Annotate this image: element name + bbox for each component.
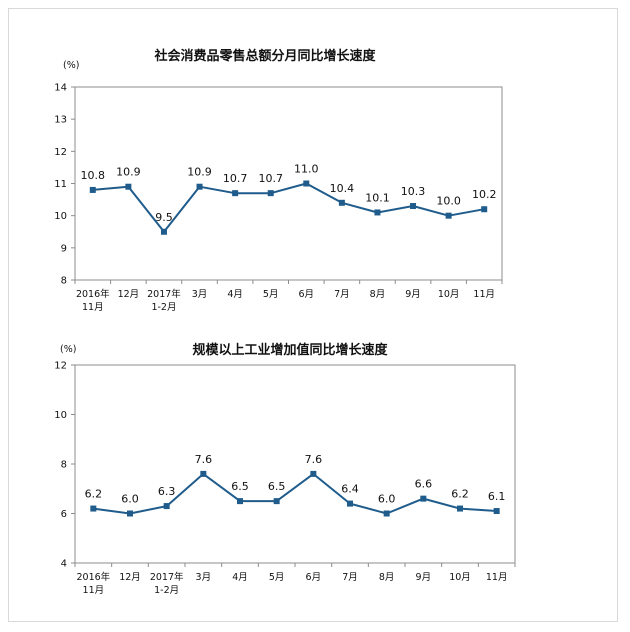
chart-title: 社会消费品零售总额分月同比增长速度 <box>153 48 376 64</box>
data-point <box>125 183 132 190</box>
data-point <box>90 505 97 512</box>
x-tick-label: 7月 <box>342 572 358 583</box>
data-label: 10.8 <box>81 169 106 182</box>
data-point <box>481 206 488 213</box>
data-point <box>237 498 243 505</box>
data-label: 6.1 <box>488 490 506 503</box>
data-label: 10.9 <box>116 166 141 179</box>
y-tick-label: 11 <box>54 179 67 190</box>
data-label: 10.7 <box>223 172 248 185</box>
data-label: 6.0 <box>378 493 396 506</box>
y-tick-label: 6 <box>61 509 67 520</box>
data-point <box>420 495 427 502</box>
data-label: 9.5 <box>155 211 173 224</box>
y-unit-label: (%) <box>60 344 76 355</box>
y-tick-label: 8 <box>61 460 67 471</box>
data-label: 7.6 <box>195 453 213 466</box>
data-point <box>310 470 317 477</box>
x-tick-label: 8月 <box>370 289 386 300</box>
data-point <box>374 209 381 216</box>
data-label: 6.4 <box>341 483 359 496</box>
x-tick-label: 6月 <box>299 289 315 300</box>
y-tick-label: 12 <box>54 361 67 372</box>
data-label: 6.5 <box>268 480 286 493</box>
x-tick-label: 3月 <box>192 289 208 300</box>
series-line <box>93 472 497 515</box>
data-point <box>267 190 274 197</box>
data-point <box>383 510 390 517</box>
x-tick-label: 7月 <box>334 289 350 300</box>
data-label: 10.0 <box>436 195 461 208</box>
data-point <box>457 505 463 512</box>
y-tick-label: 10 <box>54 211 67 222</box>
plot-area-border <box>74 86 503 281</box>
x-tick-label: 2017年 1-2月 <box>147 288 181 313</box>
x-tick-label: 10月 <box>438 289 460 300</box>
industrial-output-chart: 规模以上工业增加值同比增长速度 (%) 4 6 8 10 12 2016年 11月 12月 20… <box>54 342 516 596</box>
y-tick-label: 4 <box>61 559 67 570</box>
y-tick-label: 14 <box>54 83 67 94</box>
y-tick-label: 13 <box>54 115 67 126</box>
x-tick-label: 2016年 11月 <box>76 288 110 313</box>
x-tick-label: 4月 <box>232 572 248 583</box>
y-tick-label: 12 <box>54 147 67 158</box>
x-tick-label: 12月 <box>119 572 141 583</box>
x-tick-label: 2017年 1-2月 <box>150 571 184 596</box>
data-label: 6.0 <box>121 493 139 506</box>
x-tick-label: 12月 <box>118 289 140 300</box>
x-tick-label: 8月 <box>379 572 395 583</box>
data-point <box>445 212 452 219</box>
y-unit-label: (%) <box>63 60 79 71</box>
data-label: 10.4 <box>330 182 355 195</box>
x-tick-label: 11月 <box>486 572 508 583</box>
retail-sales-chart: 社会消费品零售总额分月同比增长速度 (%) 8 9 10 11 12 13 14 2016年 1… <box>54 48 503 313</box>
data-point <box>347 500 353 507</box>
y-tick-label: 8 <box>61 276 67 287</box>
data-point <box>89 186 96 193</box>
y-tick-label: 10 <box>54 410 67 421</box>
plot-area-border <box>74 364 516 564</box>
data-point <box>493 508 500 515</box>
data-point <box>160 228 167 235</box>
data-point <box>273 498 280 505</box>
data-label: 10.3 <box>401 185 426 198</box>
data-label: 10.1 <box>365 191 390 204</box>
x-tick-label: 10月 <box>449 572 471 583</box>
data-point <box>196 183 203 190</box>
data-point <box>410 203 417 210</box>
x-tick-label: 6月 <box>306 572 322 583</box>
data-label: 6.2 <box>451 488 469 501</box>
data-point <box>200 470 207 477</box>
chart-title: 规模以上工业增加值同比增长速度 <box>192 342 388 358</box>
x-tick-label: 9月 <box>405 289 421 300</box>
data-point <box>127 510 133 517</box>
data-label: 10.2 <box>472 188 497 201</box>
x-tick-label: 2016年 11月 <box>76 571 110 596</box>
data-label: 6.6 <box>415 478 433 491</box>
data-label: 6.5 <box>231 480 249 493</box>
data-point <box>232 190 239 197</box>
x-tick-label: 5月 <box>263 289 279 300</box>
data-point <box>163 503 170 510</box>
series-line <box>92 182 485 233</box>
figure-frame <box>8 8 618 622</box>
data-label: 7.6 <box>305 453 323 466</box>
x-tick-label: 9月 <box>416 572 432 583</box>
x-tick-label: 11月 <box>473 289 495 300</box>
data-label: 11.0 <box>294 163 319 176</box>
data-label: 6.2 <box>85 488 103 501</box>
data-label: 6.3 <box>158 485 176 498</box>
data-label: 10.7 <box>258 172 283 185</box>
x-tick-label: 4月 <box>227 289 243 300</box>
data-label: 10.9 <box>187 166 212 179</box>
data-point <box>303 180 310 187</box>
data-point <box>338 199 345 206</box>
x-tick-label: 3月 <box>196 572 212 583</box>
x-tick-label: 5月 <box>269 572 285 583</box>
y-tick-label: 9 <box>61 243 67 254</box>
